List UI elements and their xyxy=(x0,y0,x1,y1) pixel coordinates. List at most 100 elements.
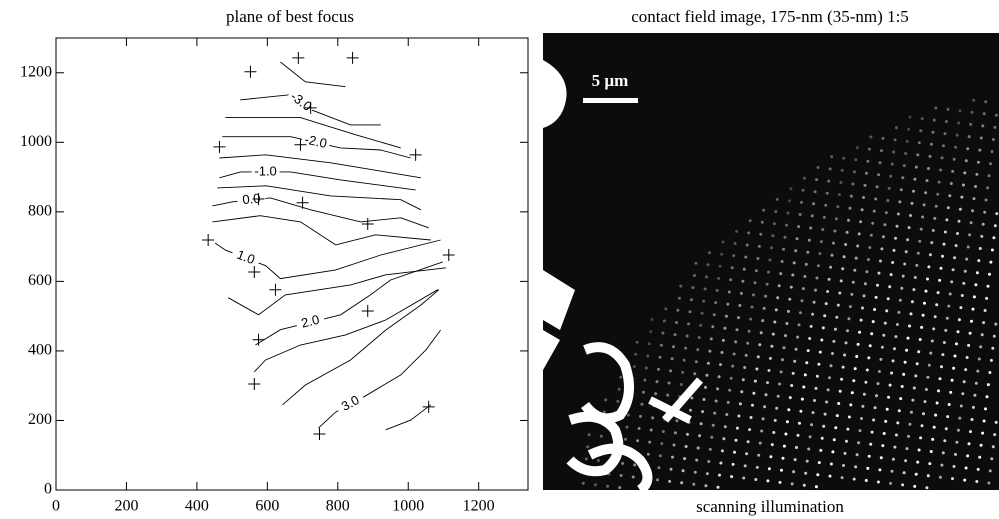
lattice-dot xyxy=(897,409,901,413)
lattice-dot xyxy=(798,421,801,425)
lattice-dot xyxy=(764,393,768,397)
lattice-dot xyxy=(818,252,822,256)
lattice-dot xyxy=(838,389,842,393)
lattice-dot xyxy=(765,282,769,286)
lattice-dot xyxy=(988,371,992,374)
lattice-dot xyxy=(762,208,766,212)
lattice-dot xyxy=(801,188,805,192)
contour-label-group: -2.0 xyxy=(300,132,331,153)
lattice-dot xyxy=(814,288,817,292)
lattice-dot xyxy=(842,156,846,160)
contour-line xyxy=(219,171,416,191)
lattice-dot xyxy=(916,153,920,157)
lattice-dot xyxy=(705,472,709,476)
contour-line xyxy=(385,404,432,431)
lattice-dot xyxy=(716,387,720,391)
lattice-dot xyxy=(761,417,765,421)
lattice-dot xyxy=(668,479,672,483)
lattice-dot xyxy=(766,381,769,385)
lattice-dot xyxy=(865,270,869,274)
lattice-dot xyxy=(735,426,739,430)
lattice-dot xyxy=(941,254,944,258)
lattice-dot xyxy=(894,335,898,339)
lattice-dot xyxy=(930,339,934,343)
lattice-dot xyxy=(967,135,971,139)
lattice-dot xyxy=(767,270,770,274)
lattice-dot xyxy=(878,161,882,165)
lattice-dot xyxy=(934,413,938,417)
lattice-dot xyxy=(828,167,832,171)
lattice-dot xyxy=(856,244,860,248)
lattice-dot xyxy=(836,303,840,307)
lattice-dot xyxy=(988,272,991,276)
lattice-dot xyxy=(958,416,962,420)
lattice-dot xyxy=(732,254,736,258)
lattice-dot xyxy=(860,208,864,212)
lattice-dot xyxy=(852,379,856,383)
pad-shape xyxy=(543,330,560,370)
lattice-dot xyxy=(777,284,781,288)
lattice-dot xyxy=(851,280,855,284)
lattice-dot xyxy=(805,361,809,365)
lattice-dot xyxy=(878,468,882,472)
lattice-dot xyxy=(760,429,764,433)
lattice-dot xyxy=(799,311,802,315)
lattice-dot xyxy=(954,145,958,149)
lattice-dot xyxy=(935,401,939,405)
lattice-dot xyxy=(731,462,735,466)
lattice-dot xyxy=(905,348,909,352)
lattice-dot xyxy=(957,318,961,322)
lattice-dot xyxy=(976,160,980,164)
lattice-dot xyxy=(733,450,736,454)
lattice-dot xyxy=(693,372,697,376)
lattice-dot xyxy=(855,453,859,457)
lattice-dot xyxy=(947,304,951,308)
lattice-dot xyxy=(640,402,644,406)
lattice-dot xyxy=(586,445,590,449)
lattice-dot xyxy=(847,218,850,222)
lattice-dot xyxy=(649,330,653,334)
lattice-dot xyxy=(770,443,774,447)
lattice-dot xyxy=(716,485,720,489)
lattice-dot xyxy=(891,457,895,461)
lattice-dot xyxy=(825,400,829,404)
lattice-dot xyxy=(970,319,973,323)
lattice-dot xyxy=(994,420,998,424)
lattice-dot xyxy=(795,237,799,241)
lattice-dot xyxy=(673,431,677,435)
lattice-dot xyxy=(672,443,676,447)
lattice-dot xyxy=(809,226,813,230)
lattice-dot xyxy=(969,221,973,225)
lattice-dot xyxy=(769,455,773,459)
lattice-dot xyxy=(852,477,856,481)
lattice-dot xyxy=(584,457,588,461)
lattice-dot xyxy=(867,454,871,458)
lattice-dot xyxy=(744,353,748,357)
lattice-dot xyxy=(894,236,897,240)
lattice-dot xyxy=(989,162,992,166)
lattice-dot xyxy=(843,353,847,357)
lattice-dot xyxy=(632,365,636,368)
lattice-dot xyxy=(975,480,979,483)
y-tick-label: 400 xyxy=(28,342,52,359)
lattice-dot xyxy=(921,313,925,317)
lattice-dot xyxy=(989,358,993,362)
lattice-dot xyxy=(823,314,827,318)
lattice-dot xyxy=(770,246,773,250)
lattice-dot xyxy=(755,465,759,469)
lattice-dot xyxy=(912,189,915,193)
lattice-dot xyxy=(813,190,817,194)
lattice-dot xyxy=(908,115,912,119)
lattice-dot xyxy=(782,247,786,251)
contour-label: 2.0 xyxy=(300,312,321,331)
lattice-dot xyxy=(735,328,739,332)
lattice-dot xyxy=(970,418,974,421)
numeral-shape xyxy=(587,443,653,495)
point-marker xyxy=(213,140,226,153)
lattice-dot xyxy=(690,396,694,400)
lattice-dot xyxy=(881,235,885,239)
lattice-dot xyxy=(809,324,813,328)
lattice-dot xyxy=(721,338,725,342)
lattice-dot xyxy=(819,448,823,452)
lattice-dot xyxy=(737,316,740,320)
